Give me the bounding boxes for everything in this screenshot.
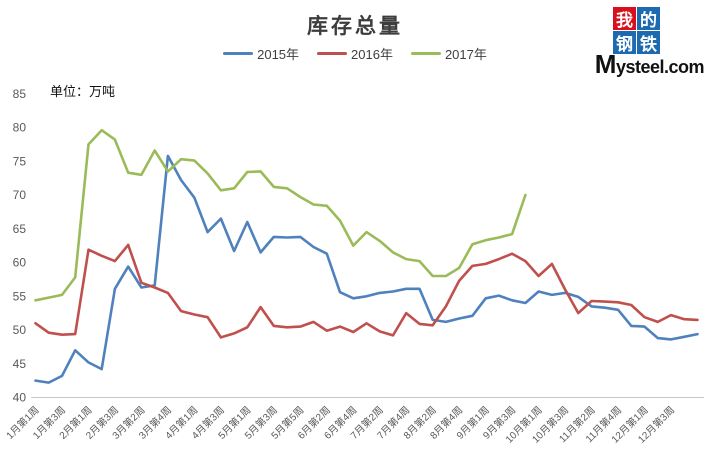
legend-item-2017[interactable]: 2017年 [410,44,487,63]
legend-label-2017: 2017年 [444,47,487,62]
y-axis-tick-label: 55 [13,289,27,303]
y-axis-tick-label: 85 [13,87,27,101]
y-axis-tick-label: 70 [13,188,27,202]
logo-char-gang: 钢 [613,31,636,54]
legend-swatch-2017-icon [410,52,441,55]
mysteel-logo[interactable]: 我 的 钢 铁 Mysteel.com [586,5,706,79]
unit-label: 单位：万吨 [50,84,116,99]
series-line-2017年 [34,128,527,302]
y-axis-tick-label: 45 [13,357,27,371]
y-axis-tick-label: 40 [13,391,27,405]
y-axis-tick-label: 80 [13,121,27,135]
legend-label-2016: 2016年 [351,47,393,62]
y-axis-tick-label: 60 [13,256,27,270]
legend-swatch-2015-icon [223,52,254,55]
logo-char-wo: 我 [613,7,636,30]
y-axis-tick-label: 75 [13,154,27,168]
y-axis-tick-label: 50 [13,323,27,337]
y-axis-tick-label: 65 [13,222,27,236]
chart-title: 库存总量 [307,15,403,38]
legend-swatch-2016-icon [317,52,348,55]
chart-legend: 2015年 2016年 2017年 [0,44,710,63]
series-line-2015年 [34,154,699,384]
legend-label-2015: 2015年 [257,47,300,62]
legend-item-2015[interactable]: 2015年 [223,44,299,63]
legend-item-2016[interactable]: 2016年 [317,44,393,63]
logo-site-text: Mysteel.com [594,49,705,79]
logo-char-grid: 我 的 钢 铁 [613,7,661,55]
series-line-2016年 [34,243,699,339]
logo-char-de: 的 [637,7,660,30]
logo-char-tie: 铁 [637,31,660,54]
